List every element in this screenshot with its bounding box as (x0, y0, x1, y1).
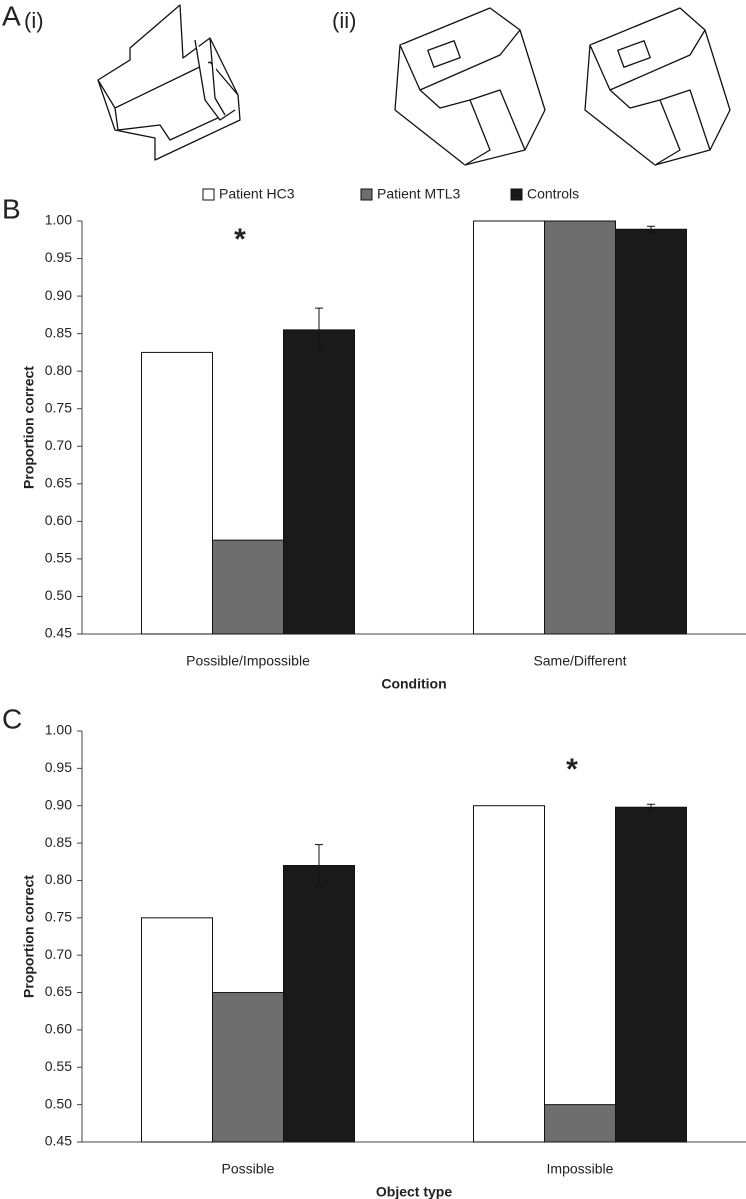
bar (544, 1104, 616, 1143)
bar (615, 228, 687, 635)
y-tick-label: 0.75 (45, 909, 72, 925)
y-tick-label: 0.70 (45, 946, 72, 962)
legend-swatch (202, 188, 215, 201)
y-tick-label: 0.95 (45, 759, 72, 775)
y-tick-label: 0.90 (45, 796, 72, 812)
legend-swatch (510, 188, 523, 201)
legend-label: Patient HC3 (219, 186, 295, 202)
y-tick-label: 0.50 (45, 1095, 72, 1111)
annotation: * (566, 753, 578, 786)
y-tick-label: 0.60 (45, 512, 72, 528)
y-tick-label: 0.80 (45, 362, 72, 378)
y-axis-title: Proportion correct (21, 875, 37, 998)
x-axis-title: Condition (381, 676, 446, 692)
sub-label: (ii) (332, 8, 356, 33)
bar (473, 805, 545, 1143)
sub-label: (i) (24, 8, 44, 33)
y-tick-label: 0.70 (45, 437, 72, 453)
bar (544, 220, 616, 635)
y-tick-label: 0.90 (45, 287, 72, 303)
x-tick-label: Possible/Impossible (186, 653, 310, 669)
y-tick-label: 0.85 (45, 324, 72, 340)
x-tick-label: Impossible (547, 1161, 614, 1177)
legend-label: Patient MTL3 (377, 186, 460, 202)
y-tick-label: 0.45 (45, 1133, 72, 1149)
y-tick-label: 0.55 (45, 1058, 72, 1074)
y-axis-title: Proportion correct (21, 366, 37, 489)
bar (283, 329, 355, 635)
y-tick-label: 0.45 (45, 625, 72, 641)
y-tick-label: 0.55 (45, 550, 72, 566)
legend-label: Controls (527, 186, 579, 202)
x-tick-label: Possible (222, 1161, 275, 1177)
y-tick-label: 0.85 (45, 834, 72, 850)
panel-label: A (2, 0, 21, 31)
bar (615, 806, 687, 1143)
y-tick-label: 0.65 (45, 475, 72, 491)
bar (212, 539, 284, 635)
bar (283, 865, 355, 1143)
y-tick-label: 1.00 (45, 212, 72, 228)
y-tick-label: 1.00 (45, 722, 72, 738)
y-tick-label: 0.80 (45, 871, 72, 887)
object-drawing (97, 4, 241, 161)
y-tick-label: 0.75 (45, 399, 72, 415)
y-tick-label: 0.95 (45, 249, 72, 265)
annotation: * (234, 223, 246, 256)
y-tick-label: 0.65 (45, 983, 72, 999)
object-drawing (394, 7, 546, 166)
y-tick-label: 0.60 (45, 1021, 72, 1037)
bar (141, 917, 213, 1143)
panel-label: C (2, 703, 22, 734)
bar (473, 220, 545, 635)
bar (141, 351, 213, 635)
x-tick-label: Same/Different (533, 653, 626, 669)
object-drawing (584, 7, 731, 166)
y-tick-label: 0.50 (45, 587, 72, 603)
bar (212, 992, 284, 1143)
legend-swatch (360, 188, 373, 201)
x-axis-title: Object type (376, 1184, 452, 1199)
panel-label: B (2, 193, 21, 224)
